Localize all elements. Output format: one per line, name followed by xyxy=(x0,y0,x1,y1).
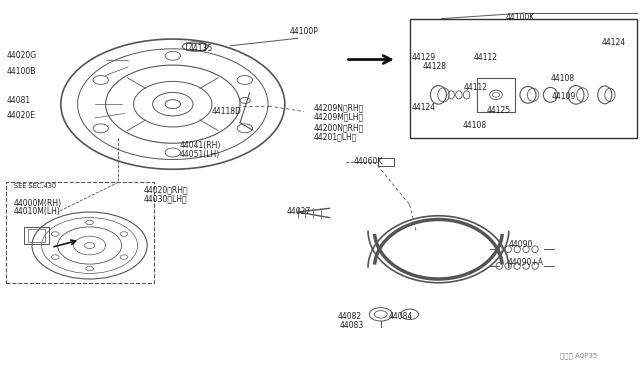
Text: 44100P: 44100P xyxy=(290,27,319,36)
Text: 44083: 44083 xyxy=(340,321,364,330)
Text: 44128: 44128 xyxy=(422,62,447,71)
Bar xyxy=(410,19,637,138)
Bar xyxy=(28,229,45,242)
Text: 44124: 44124 xyxy=(602,38,626,47)
Bar xyxy=(477,78,515,112)
Text: 44112: 44112 xyxy=(464,83,488,92)
Bar xyxy=(378,158,394,166)
Text: 44081: 44081 xyxy=(6,96,31,105)
Text: 44108: 44108 xyxy=(550,74,575,83)
Text: 44020（RH）: 44020（RH） xyxy=(144,185,189,194)
Text: 44084: 44084 xyxy=(388,312,413,321)
Text: 44010M(LH): 44010M(LH) xyxy=(14,207,61,216)
Bar xyxy=(24,227,49,244)
Text: 44100K: 44100K xyxy=(506,13,535,22)
Text: 44020G: 44020G xyxy=(6,51,36,60)
Text: 44027: 44027 xyxy=(287,207,311,216)
Text: 44200N〈RH〉: 44200N〈RH〉 xyxy=(314,123,364,132)
Bar xyxy=(6,182,154,283)
Text: 44135: 44135 xyxy=(189,44,213,53)
Text: 44201（LH）: 44201（LH） xyxy=(314,132,357,141)
Text: 44108: 44108 xyxy=(463,121,487,130)
Text: 44082: 44082 xyxy=(337,312,362,321)
Text: 44118D: 44118D xyxy=(211,107,241,116)
Text: 44125: 44125 xyxy=(486,106,511,115)
Text: 44000M(RH): 44000M(RH) xyxy=(14,199,62,208)
Text: 44020E: 44020E xyxy=(6,111,35,120)
Text: 44100B: 44100B xyxy=(6,67,36,76)
Text: 44030（LH）: 44030（LH） xyxy=(144,195,188,203)
Text: 44209N〈RH〉: 44209N〈RH〉 xyxy=(314,103,364,112)
Text: 44060K: 44060K xyxy=(354,157,383,166)
Text: 44041(RH): 44041(RH) xyxy=(179,141,221,150)
Text: 44109: 44109 xyxy=(552,92,576,100)
Text: 44129: 44129 xyxy=(412,53,436,62)
Text: 44090: 44090 xyxy=(509,240,533,249)
Text: 44090+A: 44090+A xyxy=(508,258,543,267)
Bar xyxy=(186,43,205,50)
Text: SEE SEC.430: SEE SEC.430 xyxy=(14,183,56,189)
Text: 44209M〈LH〉: 44209M〈LH〉 xyxy=(314,113,364,122)
Text: 44112: 44112 xyxy=(474,53,498,62)
Text: 44051(LH): 44051(LH) xyxy=(179,150,220,159)
Text: 44124: 44124 xyxy=(412,103,436,112)
Text: 一一一 A0P35: 一一一 A0P35 xyxy=(560,353,597,359)
